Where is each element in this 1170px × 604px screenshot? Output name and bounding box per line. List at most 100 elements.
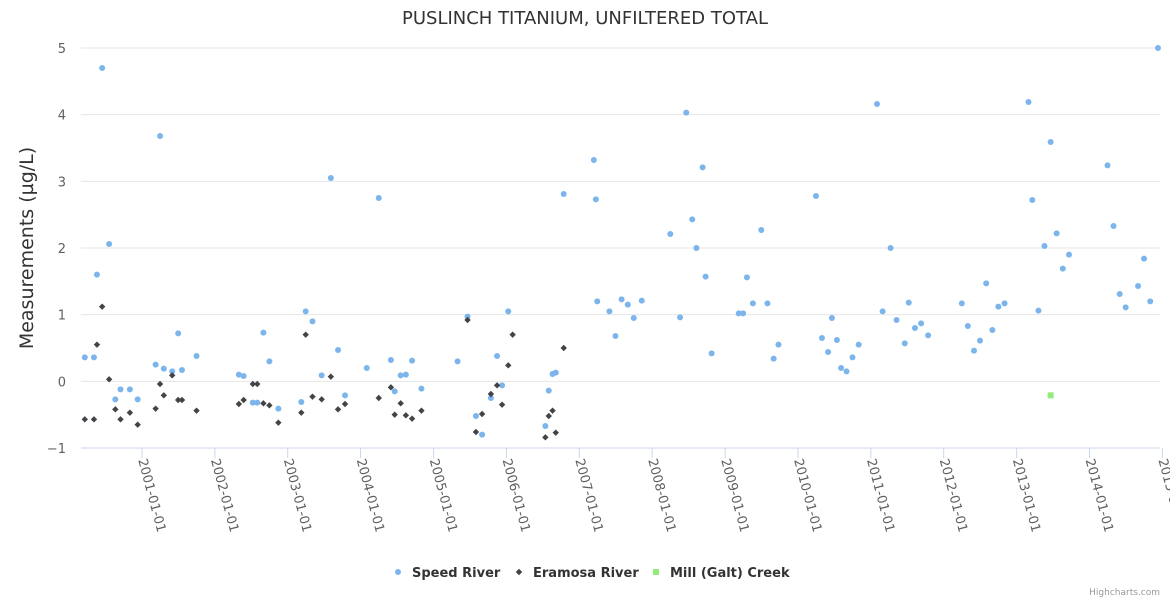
speed-river-point[interactable] — [81, 354, 88, 361]
eramosa-river-point[interactable] — [327, 373, 335, 380]
speed-river-point[interactable] — [1025, 99, 1032, 105]
speed-river-point[interactable] — [1059, 265, 1066, 272]
speed-river-point[interactable] — [958, 300, 965, 307]
speed-river-point[interactable] — [964, 323, 971, 329]
eramosa-river-point[interactable] — [478, 410, 486, 418]
speed-river-point[interactable] — [409, 357, 416, 364]
credits-link[interactable]: Highcharts.com — [1089, 588, 1160, 598]
eramosa-river-point[interactable] — [112, 406, 119, 413]
speed-river-point[interactable] — [887, 245, 894, 251]
eramosa-river-point[interactable] — [542, 434, 549, 441]
speed-river-point[interactable] — [764, 300, 771, 307]
eramosa-river-point[interactable] — [117, 416, 124, 423]
legend-symbol-circle[interactable] — [395, 569, 401, 575]
speed-river-point[interactable] — [542, 423, 549, 429]
speed-river-point[interactable] — [117, 386, 124, 393]
speed-river-point[interactable] — [240, 373, 247, 379]
speed-river-point[interactable] — [901, 340, 908, 347]
speed-river-point[interactable] — [560, 191, 567, 197]
eramosa-river-point[interactable] — [402, 412, 410, 419]
speed-river-point[interactable] — [983, 280, 990, 287]
eramosa-river-point[interactable] — [387, 384, 395, 391]
speed-river-point[interactable] — [677, 314, 684, 321]
eramosa-river-point[interactable] — [90, 416, 98, 423]
speed-river-point[interactable] — [391, 388, 398, 395]
speed-river-point[interactable] — [971, 347, 978, 354]
eramosa-river-point[interactable] — [168, 372, 176, 379]
speed-river-point[interactable] — [397, 372, 404, 379]
speed-river-point[interactable] — [812, 193, 819, 199]
speed-river-point[interactable] — [402, 371, 409, 378]
legend-item-mill-galt-creek[interactable]: Mill (Galt) Creek — [653, 566, 790, 581]
speed-river-point[interactable] — [1135, 283, 1142, 289]
speed-river-point[interactable] — [592, 196, 599, 203]
eramosa-river-point[interactable] — [391, 411, 398, 418]
eramosa-river-point[interactable] — [341, 400, 349, 408]
eramosa-river-point[interactable] — [397, 400, 404, 407]
speed-river-point[interactable] — [630, 315, 637, 321]
speed-river-point[interactable] — [494, 353, 501, 359]
eramosa-river-point[interactable] — [178, 396, 186, 404]
eramosa-river-point[interactable] — [487, 390, 495, 398]
speed-river-point[interactable] — [298, 399, 305, 405]
speed-river-point[interactable] — [879, 308, 886, 315]
speed-river-point[interactable] — [689, 216, 696, 223]
speed-river-point[interactable] — [1001, 300, 1008, 307]
speed-river-point[interactable] — [699, 164, 706, 171]
speed-river-point[interactable] — [327, 175, 334, 181]
eramosa-river-point[interactable] — [254, 380, 261, 388]
speed-river-point[interactable] — [833, 337, 840, 343]
eramosa-river-point[interactable] — [240, 396, 247, 404]
speed-river-point[interactable] — [918, 320, 925, 327]
eramosa-river-point[interactable] — [375, 394, 382, 402]
legend-label[interactable]: Mill (Galt) Creek — [670, 566, 790, 581]
eramosa-river-point[interactable] — [493, 382, 501, 389]
speed-river-point[interactable] — [612, 333, 619, 339]
speed-river-point[interactable] — [874, 101, 881, 107]
speed-river-point[interactable] — [1041, 243, 1048, 249]
speed-river-point[interactable] — [708, 350, 715, 357]
speed-river-point[interactable] — [893, 317, 900, 323]
eramosa-river-point[interactable] — [418, 407, 425, 414]
speed-river-point[interactable] — [99, 65, 106, 71]
eramosa-river-point[interactable] — [408, 415, 416, 422]
speed-river-point[interactable] — [193, 353, 200, 359]
speed-river-point[interactable] — [1066, 251, 1073, 258]
speed-river-point[interactable] — [735, 310, 742, 317]
speed-river-point[interactable] — [266, 358, 273, 365]
speed-river-point[interactable] — [618, 296, 625, 303]
speed-river-point[interactable] — [1122, 304, 1129, 311]
eramosa-river-point[interactable] — [298, 409, 305, 416]
legend-symbol-diamond[interactable] — [515, 568, 523, 576]
eramosa-river-point[interactable] — [260, 400, 267, 407]
speed-river-point[interactable] — [152, 361, 159, 368]
speed-river-point[interactable] — [825, 349, 832, 355]
speed-river-point[interactable] — [169, 368, 176, 375]
speed-river-point[interactable] — [387, 357, 394, 363]
speed-river-point[interactable] — [472, 413, 479, 419]
speed-river-point[interactable] — [157, 133, 164, 139]
speed-river-point[interactable] — [454, 358, 461, 365]
speed-river-point[interactable] — [1053, 230, 1060, 237]
eramosa-river-point[interactable] — [275, 419, 282, 426]
speed-river-point[interactable] — [160, 365, 167, 372]
speed-river-point[interactable] — [275, 405, 282, 412]
speed-river-point[interactable] — [749, 300, 756, 307]
speed-river-point[interactable] — [594, 298, 601, 305]
speed-river-point[interactable] — [552, 369, 559, 376]
speed-river-point[interactable] — [318, 372, 325, 379]
legend-label[interactable]: Speed River — [412, 566, 501, 581]
speed-river-point[interactable] — [235, 371, 242, 378]
eramosa-river-point[interactable] — [81, 416, 88, 423]
speed-river-point[interactable] — [855, 341, 862, 348]
speed-river-point[interactable] — [828, 315, 835, 321]
speed-river-point[interactable] — [1110, 223, 1117, 229]
legend-item-speed-river[interactable]: Speed River — [395, 566, 501, 581]
speed-river-point[interactable] — [911, 325, 918, 331]
eramosa-river-point[interactable] — [152, 405, 159, 412]
speed-river-point[interactable] — [702, 273, 709, 280]
eramosa-river-point[interactable] — [509, 331, 516, 338]
speed-river-point[interactable] — [638, 297, 645, 304]
eramosa-river-point[interactable] — [302, 331, 309, 338]
eramosa-river-point[interactable] — [134, 421, 141, 428]
